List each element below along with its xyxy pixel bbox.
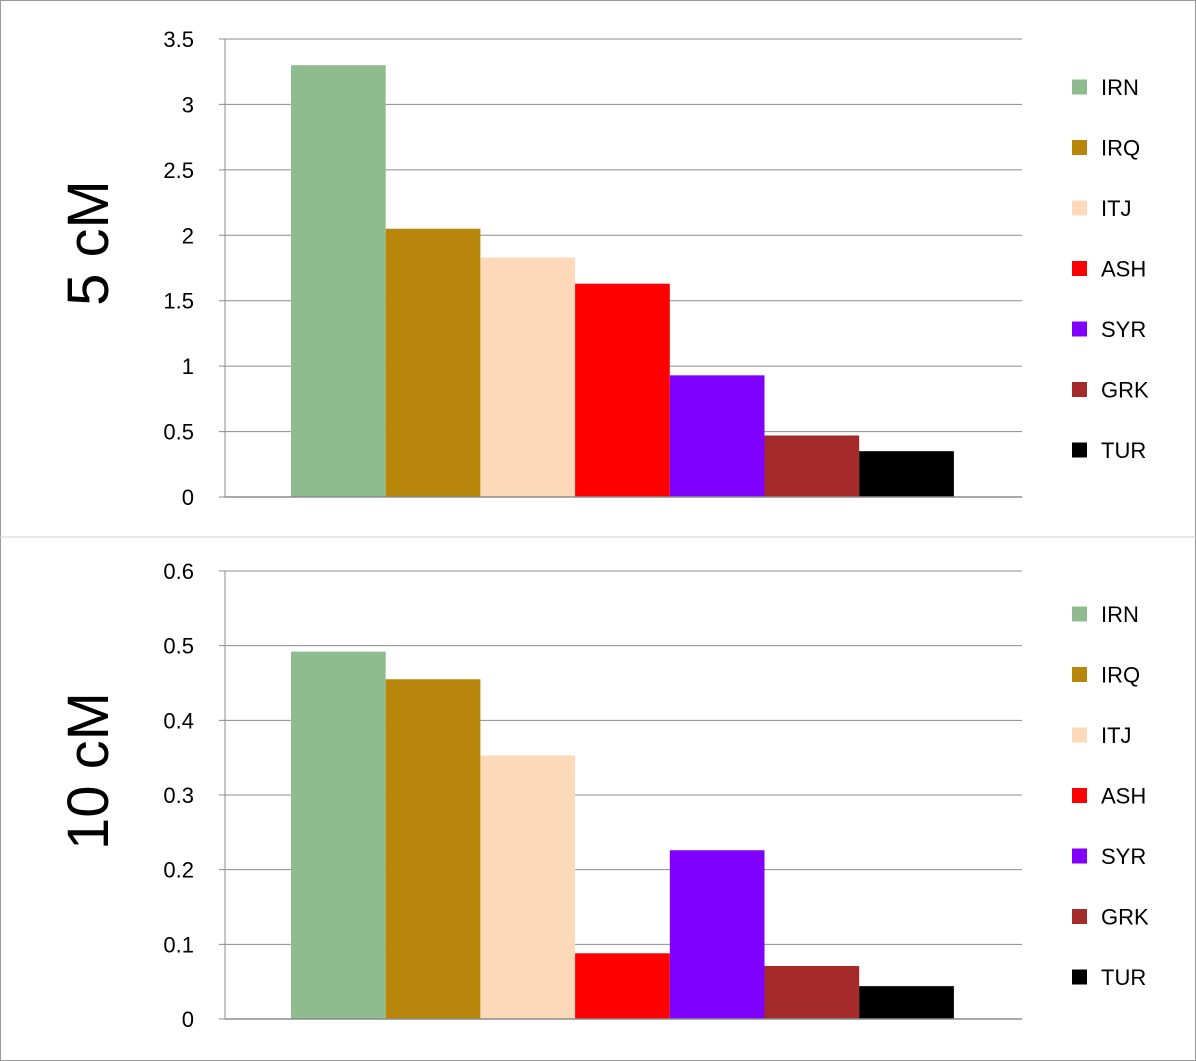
bar-tur (859, 451, 954, 497)
bar-irn (291, 651, 386, 1019)
y-tick-label: 1 (182, 354, 194, 379)
legend-label-irn: IRN (1101, 602, 1139, 627)
y-tick-label: 0.3 (163, 783, 194, 808)
legend-swatch-itj (1072, 200, 1087, 216)
legend-swatch-irn (1072, 79, 1087, 95)
y-tick-label: 0.5 (163, 634, 194, 659)
y-tick-label: 0 (182, 485, 194, 510)
y-tick-label: 2.5 (163, 158, 194, 183)
legend-label-ash: ASH (1101, 784, 1146, 809)
y-tick-label: 0 (182, 1007, 194, 1032)
bar-irq (385, 679, 481, 1019)
legend-swatch-grk (1072, 909, 1087, 924)
bar-ash (575, 283, 670, 497)
y-tick-label: 0.1 (163, 932, 194, 957)
y-tick-label: 3 (182, 92, 194, 117)
legend-swatch-ash (1072, 261, 1087, 276)
legend-swatch-itj (1072, 727, 1087, 743)
legend-label-tur: TUR (1101, 438, 1146, 463)
legend-label-grk: GRK (1101, 378, 1149, 403)
bar-syr (669, 850, 765, 1019)
chart-panel-10cm: 0 0.1 0.2 0.3 0.4 0.5 0.6 IRN IRQ ITJ ASH SYR GRK TUR… (56, 559, 1149, 1032)
legend-label-syr: SYR (1101, 317, 1146, 342)
y-tick-label: 1.5 (163, 289, 194, 314)
legend-label-irq: IRQ (1101, 136, 1140, 161)
y-tick-label: 3.5 (163, 27, 194, 52)
y-tick-label: 2 (182, 223, 194, 248)
bar-irn (291, 65, 386, 498)
y-tick-label: 0.5 (163, 420, 194, 445)
legend-label-ash: ASH (1101, 257, 1146, 282)
bar-grk (764, 965, 860, 1019)
panel-side-label: 10 cM (56, 692, 121, 850)
bar-itj (480, 755, 576, 1019)
legend-swatch-ash (1072, 788, 1087, 803)
legend-swatch-grk (1072, 382, 1087, 397)
legend-swatch-tur (1072, 442, 1087, 458)
legend-swatch-irq (1072, 140, 1087, 155)
bar-grk (764, 435, 860, 497)
chart-panel-5cm: 0 0.5 1 1.5 2 2.5 3 3.5 IRN IRQ ITJ ASH SYR GRK TUR 5 c… (56, 27, 1149, 510)
legend-swatch-irn (1072, 606, 1087, 622)
y-tick-label: 0.4 (163, 708, 194, 733)
legend-swatch-tur (1072, 969, 1087, 985)
legend-label-syr: SYR (1101, 844, 1146, 869)
bar-syr (669, 375, 765, 497)
panel-side-label: 5 cM (56, 180, 121, 306)
legend-label-itj: ITJ (1101, 196, 1132, 221)
y-tick-label: 0.6 (163, 559, 194, 584)
y-tick-label: 0.2 (163, 858, 194, 883)
bar-irq (385, 228, 481, 497)
legend-label-itj: ITJ (1101, 723, 1132, 748)
legend-label-grk: GRK (1101, 905, 1149, 930)
legend-swatch-irq (1072, 667, 1087, 682)
legend-swatch-syr (1072, 321, 1087, 337)
bar-tur (859, 986, 954, 1019)
bar-itj (480, 257, 576, 497)
bar-ash (575, 953, 670, 1019)
legend-swatch-syr (1072, 848, 1087, 864)
legend-label-irq: IRQ (1101, 663, 1140, 688)
legend-label-tur: TUR (1101, 965, 1146, 990)
legend-label-irn: IRN (1101, 75, 1139, 100)
